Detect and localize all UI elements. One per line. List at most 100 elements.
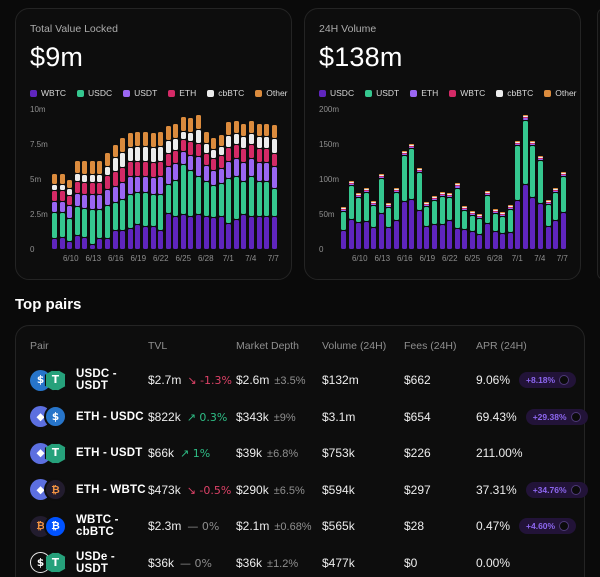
stacked-bar-6-13[interactable] bbox=[89, 160, 95, 249]
volume-plot-area[interactable] bbox=[341, 109, 566, 249]
pair-row-wbtc-cbbtc[interactable]: ₿ ₿ WBTC - cbBTC $2.3m — 0% $2.1m ±0.68% $565k $… bbox=[30, 508, 577, 545]
usdt-segment bbox=[386, 208, 392, 227]
stacked-bar-6-16[interactable] bbox=[112, 144, 118, 249]
stacked-bar-6-8[interactable] bbox=[52, 173, 57, 249]
stacked-bar-7-2[interactable] bbox=[233, 120, 239, 249]
usdt-segment bbox=[424, 206, 430, 226]
usdt-segment bbox=[180, 151, 186, 165]
pair-name: ETH - WBTC bbox=[76, 483, 146, 496]
stacked-bar-6-26[interactable] bbox=[477, 214, 483, 249]
stacked-bar-7-5[interactable] bbox=[545, 199, 551, 249]
apr-boost-badge[interactable]: +34.76% bbox=[525, 481, 588, 498]
cbbtc-segment bbox=[477, 215, 483, 217]
stacked-bar-6-28[interactable] bbox=[492, 209, 498, 249]
other-segment bbox=[401, 151, 407, 153]
stacked-bar-6-12[interactable] bbox=[82, 160, 88, 249]
wbtc-segment bbox=[127, 229, 133, 249]
stacked-bar-7-5[interactable] bbox=[256, 123, 262, 249]
pair-row-eth-usdc[interactable]: ◆ $ ETH - USDC $822k ↗ 0.3% $343k ±9% $3.1m $654… bbox=[30, 399, 588, 436]
pair-row-usde-usdt[interactable]: $ T USDe - USDT $36k — 0% $36k ±1.2% $477k $0 0.0… bbox=[30, 545, 570, 577]
stacked-bar-6-18[interactable] bbox=[416, 168, 422, 249]
tvl-chart[interactable]: 10m 7.5m 5m 2.5m 0 6/10 6/13 6/16 6/19 6/22 6/25 6… bbox=[30, 105, 279, 264]
tvl-plot-area[interactable] bbox=[52, 109, 277, 249]
stacked-bar-7-7[interactable] bbox=[560, 172, 566, 249]
stacked-bar-6-29[interactable] bbox=[500, 212, 506, 249]
wbtc-segment bbox=[211, 218, 217, 249]
usdt-segment bbox=[142, 177, 148, 193]
other-segment bbox=[150, 133, 156, 148]
stacked-bar-6-23[interactable] bbox=[165, 125, 171, 249]
stacked-bar-6-24[interactable] bbox=[462, 205, 468, 249]
stacked-bar-7-1[interactable] bbox=[515, 140, 521, 249]
volume-cell: $594k bbox=[322, 482, 355, 497]
stacked-bar-6-23[interactable] bbox=[454, 183, 460, 249]
volume-chart[interactable]: 200m 150m 100m 50m 0 6/10 6/13 6/16 6/19 6/22 6/2… bbox=[319, 105, 568, 264]
tvl-y-axis: 10m 7.5m 5m 2.5m 0 bbox=[30, 105, 52, 254]
stacked-bar-6-22[interactable] bbox=[158, 131, 164, 249]
stacked-bar-6-16[interactable] bbox=[401, 151, 407, 249]
pair-row-eth-usdt[interactable]: ◆ T ETH - USDT $66k ↗ 1% $39k ±6.8% $753k $226 21… bbox=[30, 435, 570, 472]
pair-row-usdc-usdt[interactable]: $ T USDC - USDT $2.7m ↘ -1.3% $2.6m ±3.5% $132m… bbox=[30, 362, 577, 399]
stacked-bar-7-4[interactable] bbox=[538, 156, 544, 249]
stacked-bar-6-10[interactable] bbox=[356, 192, 362, 249]
stacked-bar-6-26[interactable] bbox=[188, 117, 194, 249]
stacked-bar-6-25[interactable] bbox=[469, 210, 475, 249]
stacked-bar-6-12[interactable] bbox=[371, 201, 377, 249]
apr-boost-badge[interactable]: +4.60% bbox=[519, 518, 577, 535]
eth-segment bbox=[142, 162, 148, 177]
apr-boost-badge[interactable]: +29.38% bbox=[525, 408, 588, 425]
stacked-bar-6-28[interactable] bbox=[203, 131, 209, 249]
stacked-bar-6-8[interactable] bbox=[341, 207, 346, 249]
stacked-bar-6-27[interactable] bbox=[484, 191, 490, 249]
stacked-bar-6-21[interactable] bbox=[439, 191, 445, 249]
stacked-bar-6-30[interactable] bbox=[218, 134, 224, 249]
stacked-bar-6-15[interactable] bbox=[394, 188, 400, 249]
stacked-bar-7-4[interactable] bbox=[249, 120, 255, 249]
eth-segment bbox=[538, 159, 544, 161]
stacked-bar-6-13[interactable] bbox=[378, 174, 384, 249]
stacked-bar-7-1[interactable] bbox=[226, 121, 232, 249]
stacked-bar-6-11[interactable] bbox=[74, 160, 80, 249]
stacked-bar-6-14[interactable] bbox=[386, 203, 392, 249]
stacked-bar-7-6[interactable] bbox=[264, 123, 270, 249]
stacked-bar-6-25[interactable] bbox=[180, 116, 186, 249]
stacked-bar-7-7[interactable] bbox=[271, 124, 277, 249]
stacked-bar-6-24[interactable] bbox=[173, 123, 179, 249]
stacked-bar-6-18[interactable] bbox=[127, 132, 133, 249]
stacked-bar-6-21[interactable] bbox=[150, 132, 156, 249]
apr-cell: 0.47% +4.60% bbox=[476, 518, 577, 535]
stacked-bar-7-6[interactable] bbox=[553, 188, 559, 249]
stacked-bar-6-19[interactable] bbox=[424, 201, 430, 249]
stacked-bar-6-15[interactable] bbox=[105, 152, 111, 249]
other-segment bbox=[416, 168, 422, 170]
apr-boost-badge[interactable]: +8.18% bbox=[519, 372, 577, 389]
legend-label: USDC bbox=[88, 88, 113, 98]
stacked-bar-7-3[interactable] bbox=[530, 140, 536, 249]
pair-row-eth-wbtc[interactable]: ◆ ₿ ETH - WBTC $473k ↘ -0.5% $290k ±6.5% $594k $… bbox=[30, 472, 588, 509]
stacked-bar-6-14[interactable] bbox=[97, 160, 103, 249]
eth-segment bbox=[180, 139, 186, 151]
x-tick-label: 7/4 bbox=[245, 254, 257, 263]
stacked-bar-6-29[interactable] bbox=[211, 137, 217, 249]
stacked-bar-6-9[interactable] bbox=[59, 173, 65, 249]
stacked-bar-6-30[interactable] bbox=[507, 204, 513, 249]
stacked-bar-6-10[interactable] bbox=[67, 179, 73, 249]
y-tick-label: 0 bbox=[319, 245, 324, 254]
stacked-bar-6-20[interactable] bbox=[142, 131, 148, 249]
stacked-bar-6-19[interactable] bbox=[135, 131, 141, 249]
eth-swatch-icon bbox=[168, 89, 176, 97]
stacked-bar-6-27[interactable] bbox=[195, 114, 201, 249]
eth-segment bbox=[424, 204, 430, 206]
stacked-bar-6-22[interactable] bbox=[447, 192, 453, 249]
stacked-bar-7-3[interactable] bbox=[241, 123, 247, 249]
pair-token-icons: $ T bbox=[30, 551, 67, 575]
stacked-bar-6-17[interactable] bbox=[120, 137, 126, 249]
stacked-bar-7-2[interactable] bbox=[522, 115, 528, 249]
stacked-bar-6-20[interactable] bbox=[431, 196, 437, 249]
wbtc-segment bbox=[59, 237, 65, 249]
stacked-bar-6-9[interactable] bbox=[348, 181, 354, 249]
stacked-bar-6-17[interactable] bbox=[409, 143, 415, 249]
stacked-bar-6-11[interactable] bbox=[363, 188, 369, 249]
usdt-segment bbox=[97, 195, 103, 210]
tvl-cell: $822k ↗ 0.3% bbox=[148, 410, 236, 424]
